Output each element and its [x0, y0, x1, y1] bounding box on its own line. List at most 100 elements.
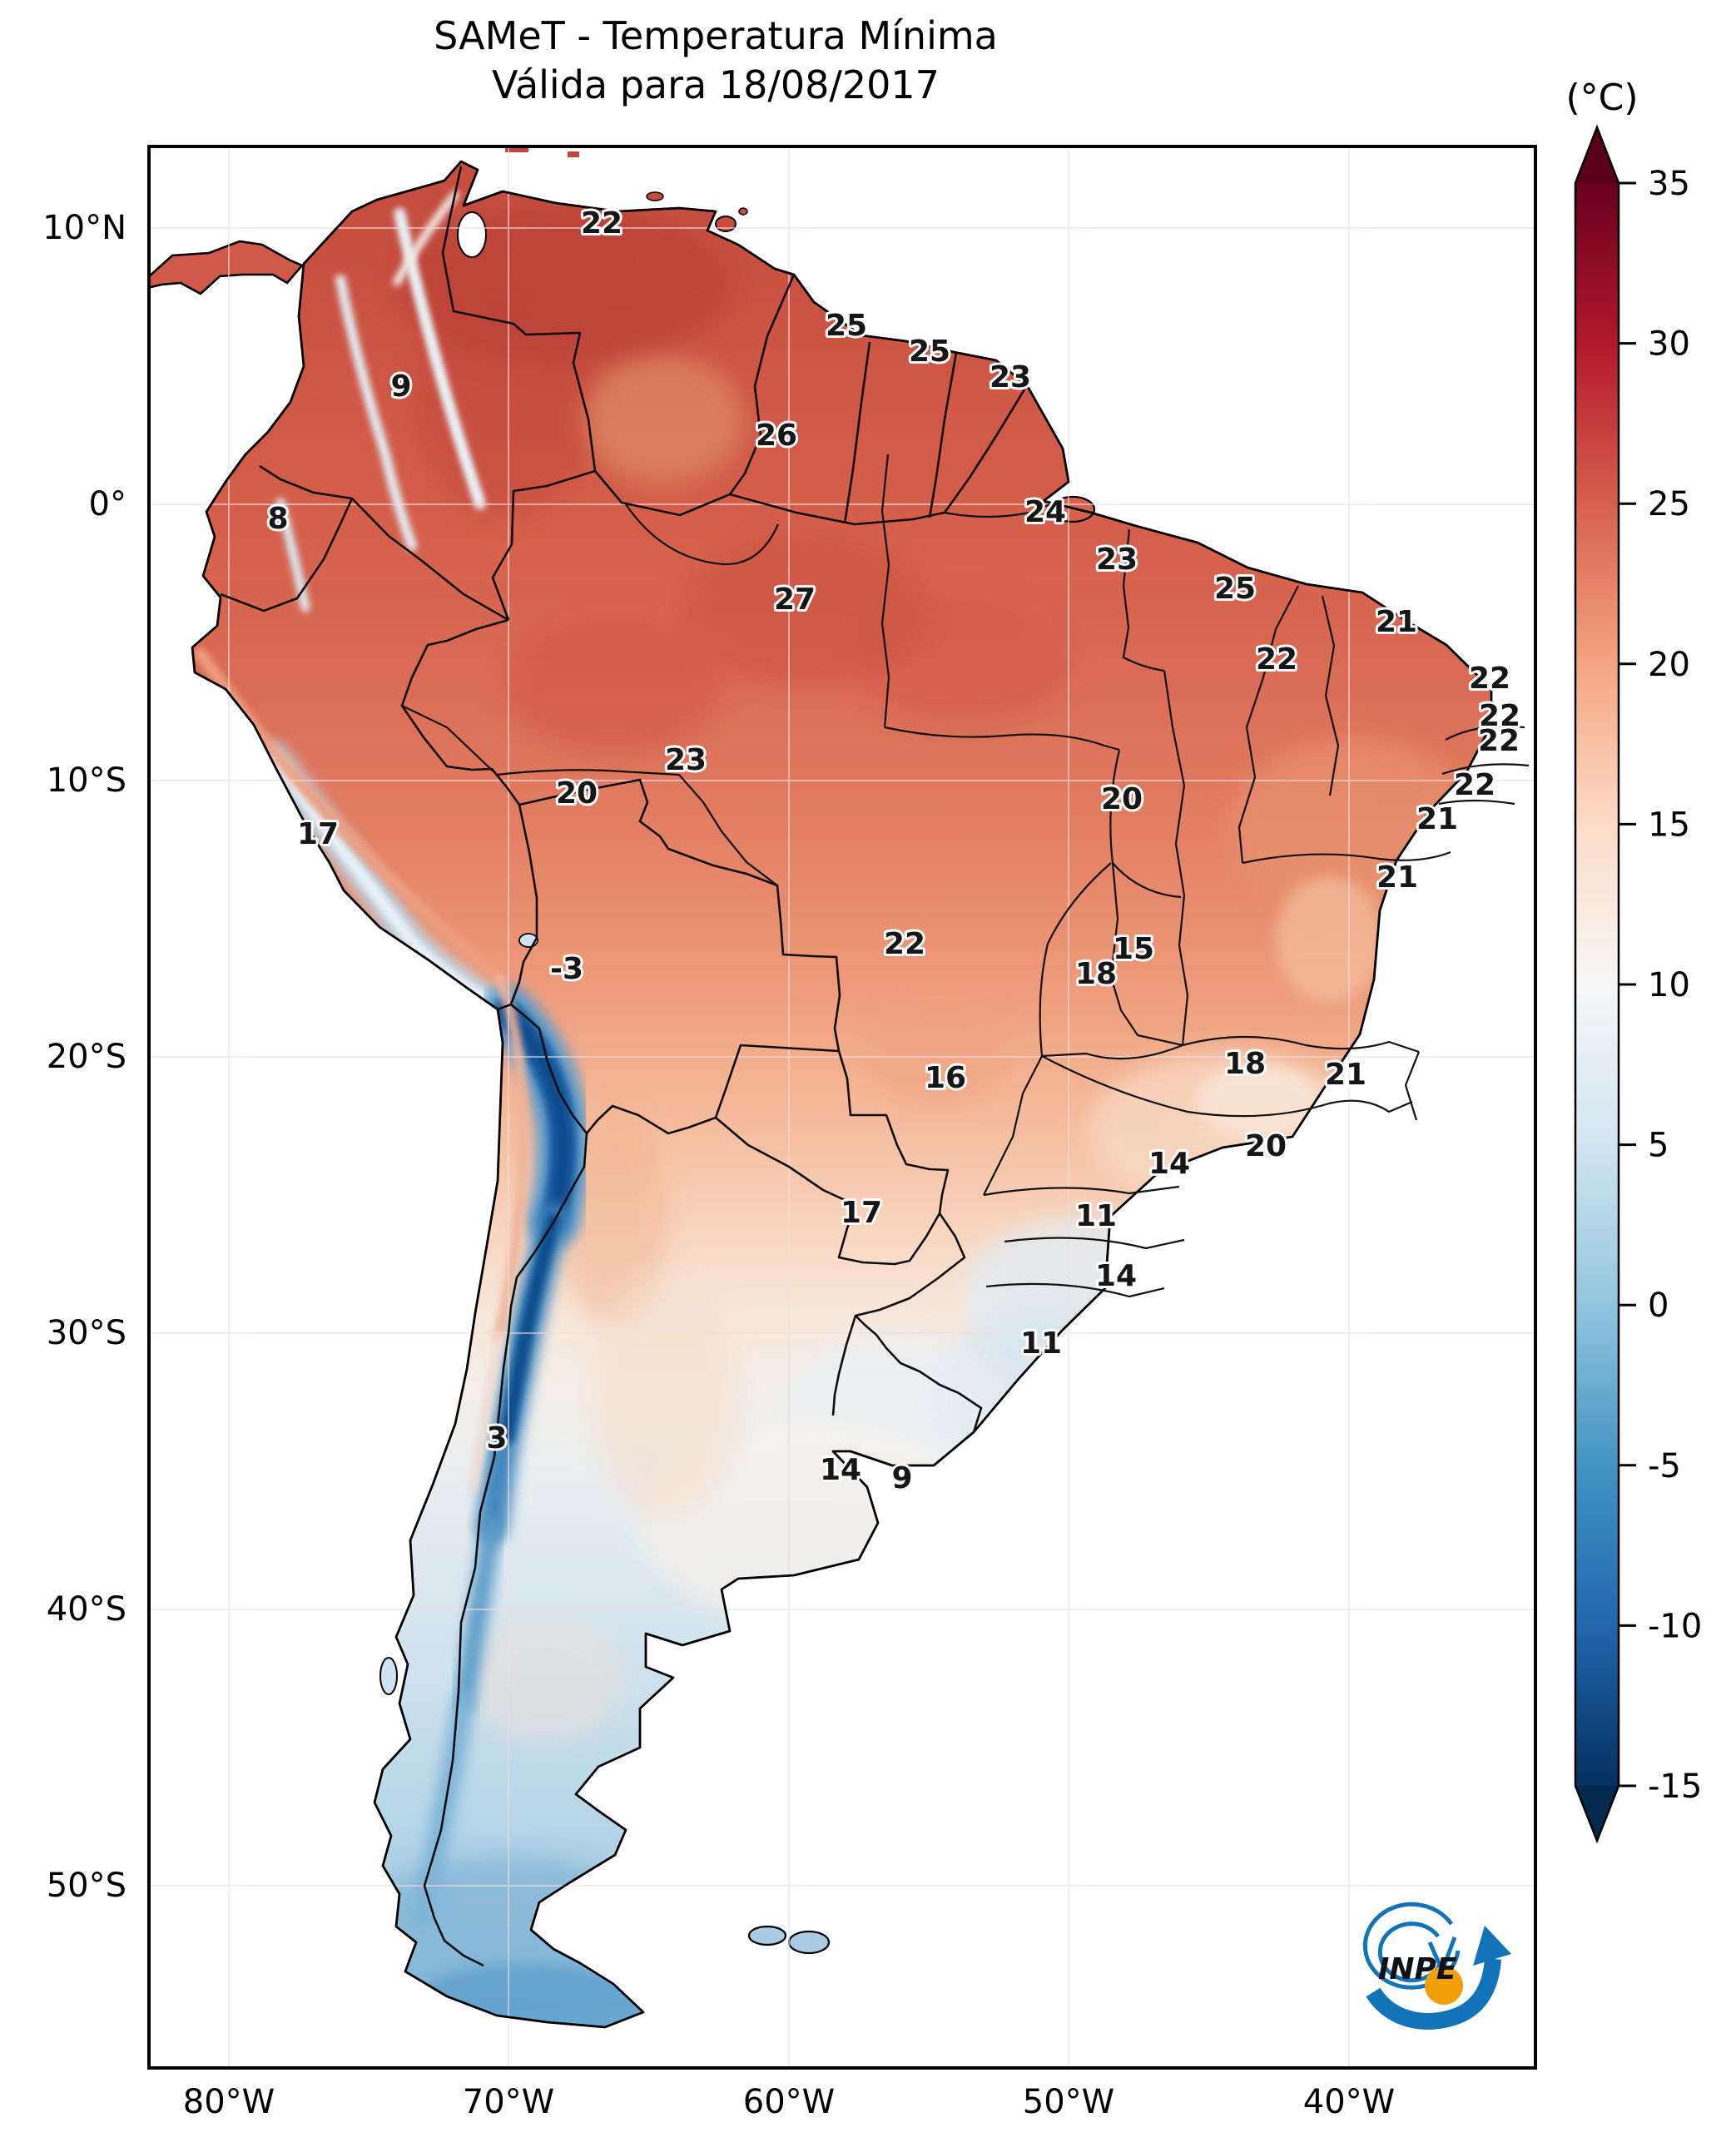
title-line-2: Válida para 18/08/2017 [492, 62, 940, 107]
falkland-east-island [787, 1930, 831, 1955]
inpe-logo-arrowhead [1473, 1926, 1511, 1966]
temp-label: 20 [1101, 782, 1143, 816]
figure-title: SAMeT - Temperatura Mínima Válida para 1… [0, 12, 1431, 110]
temp-label: 21 [1376, 860, 1418, 895]
temp-label: 15 [1113, 932, 1154, 966]
temp-label: 22 [1454, 768, 1495, 802]
colorbar-tick-label: 25 [1648, 485, 1690, 523]
temp-label: 18 [1224, 1047, 1266, 1081]
temp-label: 11 [1075, 1199, 1117, 1233]
colorbar-over-arrow [1575, 127, 1619, 183]
temp-label: 3 [486, 1421, 507, 1455]
colorbar-tick-label: 20 [1648, 646, 1690, 684]
chiloe-island [379, 1657, 398, 1695]
temp-label: 25 [1214, 572, 1256, 606]
temp-label: 11 [1020, 1326, 1062, 1361]
lat-tick-label: 20°S [46, 1038, 126, 1076]
colorbar-tick-label: 10 [1648, 966, 1690, 1004]
lat-tick-label: 50°S [46, 1867, 126, 1905]
coastline [191, 160, 1493, 2029]
temp-label: 8 [267, 502, 288, 536]
colorbar-tick-label: 5 [1648, 1127, 1669, 1165]
lon-tick-label: 50°W [1022, 2083, 1115, 2121]
lat-tick-label: 10°N [42, 209, 126, 247]
colorbar-under-arrow [1575, 1786, 1619, 1841]
trinidad-island [715, 216, 737, 232]
temp-label: 22 [581, 206, 622, 240]
map-area: 22 25 25 23 9 26 24 8 23 25 27 21 22 22 22 22 23 20 20 22 21… [146, 145, 1537, 2070]
temp-label: 25 [826, 309, 867, 343]
temp-label: 22 [1256, 642, 1297, 677]
colorbar-tick-label: 30 [1648, 325, 1690, 364]
lat-tick-label: 40°S [46, 1590, 126, 1629]
caribbean-islet [505, 145, 528, 152]
temp-label: 27 [774, 583, 816, 617]
colorbar-ticks: 35 30 25 20 15 10 5 0 -5 -10 -15 [1619, 165, 1702, 1806]
colorbar-tick-label: 0 [1648, 1287, 1669, 1325]
temp-label: 21 [1376, 605, 1417, 639]
graticule [151, 148, 1534, 2066]
andes-ecuador [275, 498, 310, 612]
lon-tick-label: 40°W [1302, 2083, 1396, 2121]
colorbar-tick-label: -10 [1648, 1607, 1702, 1645]
lat-tick-label: 30°S [46, 1314, 126, 1352]
colorbar-unit-label: (°C) [1565, 77, 1639, 119]
temp-label: -3 [550, 952, 583, 986]
map-border [147, 145, 1537, 2070]
lon-tick-label: 60°W [742, 2083, 836, 2121]
temp-label: 22 [1479, 699, 1520, 733]
inpe-logo: INPE [1362, 1902, 1511, 2030]
andes-south [454, 1518, 502, 1713]
inpe-logo-orange-dot [1425, 1966, 1463, 2005]
temp-label: 21 [1416, 802, 1458, 836]
temp-label: 25 [909, 335, 950, 369]
temp-label: 20 [1245, 1129, 1287, 1163]
cordillera-central [335, 275, 417, 551]
temp-label: 22 [1478, 724, 1520, 758]
temp-label: 24 [1024, 495, 1066, 529]
temp-label: 17 [297, 817, 339, 851]
temp-label: 23 [1096, 543, 1138, 577]
temp-label: 17 [841, 1196, 882, 1230]
lon-tick-label: 70°W [462, 2083, 555, 2121]
inpe-logo-text: INPE [1378, 1952, 1457, 1986]
falkland-west-island [747, 1925, 787, 1946]
temp-label: 9 [891, 1461, 912, 1495]
colorbar-svg: 35 30 25 20 15 10 5 0 -5 -10 -15 [1574, 124, 1702, 1844]
lon-tick-label: 80°W [182, 2083, 275, 2121]
temp-label: 14 [1095, 1259, 1137, 1293]
colorbar-tick-label: -15 [1648, 1768, 1702, 1806]
temp-label: 23 [665, 743, 707, 777]
temp-label: 18 [1075, 957, 1117, 991]
state-borders [401, 454, 1530, 1298]
lat-tick-label: 10°S [46, 761, 126, 800]
colorbar-tick-label: 15 [1648, 806, 1690, 844]
temp-label: 26 [756, 419, 797, 453]
colorbar-gradient [1575, 183, 1619, 1786]
panama-landmass [146, 240, 305, 295]
temp-label: 20 [556, 776, 598, 811]
lake-maracaibo [457, 211, 487, 258]
temp-label: 22 [884, 927, 925, 961]
colorbar: 35 30 25 20 15 10 5 0 -5 -10 -15 [1565, 117, 1736, 1872]
temp-label: 16 [925, 1061, 966, 1095]
lat-tick-label: 0° [88, 485, 126, 523]
margarita-island [646, 191, 664, 201]
temp-label: 21 [1325, 1058, 1366, 1092]
colorbar-tick-label: 35 [1648, 165, 1690, 203]
temperature-raster [192, 161, 1491, 2027]
colorbar-tick-label: -5 [1648, 1447, 1681, 1485]
caribbean-islet [568, 151, 579, 157]
country-borders [220, 166, 1029, 1967]
inpe-logo-arrow-swoosh [1366, 1958, 1501, 2030]
temp-label: 14 [1148, 1147, 1190, 1181]
title-line-1: SAMeT - Temperatura Mínima [434, 13, 998, 58]
tobago-island [738, 207, 748, 216]
temp-label: 23 [990, 360, 1031, 394]
temp-label: 14 [820, 1453, 861, 1487]
temp-label: 9 [390, 369, 411, 404]
temp-label: 22 [1469, 662, 1510, 696]
